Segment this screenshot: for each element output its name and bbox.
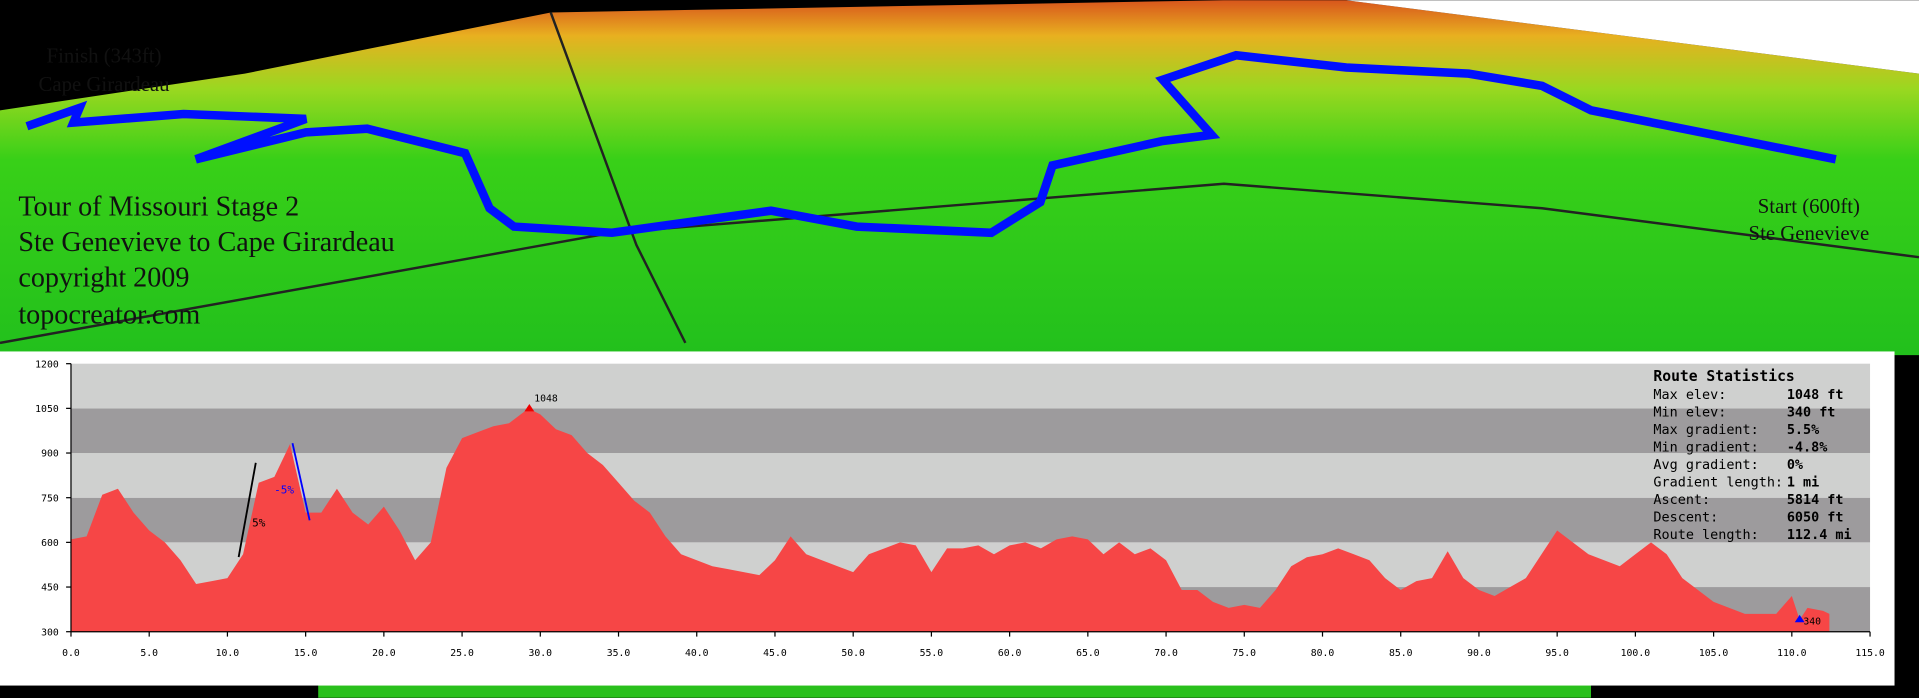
x-tick-label: 115.0 — [1855, 648, 1885, 659]
title-line: copyright 2009 — [18, 263, 189, 294]
x-tick-label: 110.0 — [1777, 648, 1807, 659]
x-tick-label: 85.0 — [1389, 648, 1413, 659]
y-tick-label: 1200 — [35, 359, 59, 370]
elevation-area — [70, 408, 1830, 632]
stats-value: 0% — [1787, 458, 1803, 473]
terrain-bottom — [318, 685, 1592, 698]
title-line: Ste Genevieve to Cape Girardeau — [18, 227, 394, 258]
stats-label: Min gradient: — [1653, 441, 1758, 456]
band — [70, 363, 1871, 409]
annotation: -5% — [274, 483, 294, 496]
stats-label: Route length: — [1653, 528, 1758, 543]
y-tick-label: 300 — [41, 627, 59, 638]
x-tick-label: 25.0 — [450, 648, 474, 659]
x-tick-label: 20.0 — [372, 648, 396, 659]
x-tick-label: 60.0 — [998, 648, 1022, 659]
y-tick-label: 450 — [41, 583, 59, 594]
start-label: Start (600ft) — [1758, 195, 1860, 218]
x-tick-label: 0.0 — [62, 648, 80, 659]
stats-value: 5814 ft — [1787, 493, 1844, 508]
x-tick-label: 45.0 — [763, 648, 787, 659]
band — [70, 408, 1871, 454]
stats-label: Max gradient: — [1653, 423, 1758, 438]
x-tick-label: 90.0 — [1467, 648, 1491, 659]
stats-value: 340 ft — [1787, 406, 1836, 421]
title-line: topocreator.com — [18, 299, 200, 330]
x-tick-label: 65.0 — [1076, 648, 1100, 659]
terrain — [0, 0, 1919, 356]
min-label: 340 — [1803, 617, 1821, 628]
x-tick-label: 35.0 — [607, 648, 631, 659]
stats-value: 112.4 mi — [1787, 527, 1852, 543]
stats-label: Avg gradient: — [1653, 458, 1758, 473]
start-place: Ste Genevieve — [1749, 222, 1870, 245]
finish-label: Finish (343ft) — [47, 45, 162, 68]
x-tick-label: 80.0 — [1311, 648, 1335, 659]
band — [70, 453, 1871, 498]
finish-place: Cape Girardeau — [38, 73, 170, 96]
stats-value: -4.8% — [1787, 441, 1828, 456]
x-tick-label: 10.0 — [216, 648, 240, 659]
stats-label: Min elev: — [1653, 406, 1726, 421]
stats-label: Ascent: — [1653, 493, 1710, 508]
x-tick-label: 15.0 — [294, 648, 318, 659]
gradient-line — [237, 462, 257, 558]
title-line: Tour of Missouri Stage 2 — [18, 192, 299, 223]
x-tick-label: 5.0 — [140, 648, 158, 659]
gradient-line — [291, 443, 311, 521]
x-tick-label: 40.0 — [685, 648, 709, 659]
stats-label: Gradient length: — [1653, 476, 1783, 491]
stats-value: 6050 ft — [1787, 511, 1844, 526]
y-tick-label: 1050 — [35, 404, 59, 415]
y-tick-label: 900 — [41, 449, 59, 460]
x-tick-label: 50.0 — [841, 648, 865, 659]
x-tick-label: 105.0 — [1699, 648, 1729, 659]
y-tick-label: 600 — [41, 538, 59, 549]
stats-title: Route Statistics — [1653, 368, 1794, 385]
x-tick-label: 30.0 — [529, 648, 553, 659]
x-tick-label: 55.0 — [920, 648, 944, 659]
chart: 300 450 600 750 900 1050 1200 0.0 5.0 10.0 15.0 20.… — [35, 359, 1885, 659]
sky — [1346, 0, 1919, 74]
x-tick-label: 70.0 — [1154, 648, 1178, 659]
stats-value: 1048 ft — [1787, 388, 1844, 403]
border — [549, 12, 687, 344]
x-tick-label: 75.0 — [1233, 648, 1257, 659]
annotation: 5% — [252, 516, 266, 529]
stats-label: Max elev: — [1653, 388, 1726, 403]
stats-value: 1 mi — [1787, 475, 1819, 491]
route — [25, 50, 1837, 238]
x-tick-label: 95.0 — [1545, 648, 1569, 659]
stats-value: 5.5% — [1787, 423, 1819, 438]
border — [0, 182, 1919, 345]
map-labels: Finish (343ft) Cape Girardeau Start (600… — [18, 45, 1869, 331]
y-tick-label: 750 — [41, 493, 59, 504]
max-marker — [524, 404, 535, 412]
x-tick-label: 100.0 — [1621, 648, 1651, 659]
stats-label: Descent: — [1653, 511, 1718, 526]
max-label: 1048 — [534, 394, 558, 405]
min-marker — [1794, 614, 1805, 623]
